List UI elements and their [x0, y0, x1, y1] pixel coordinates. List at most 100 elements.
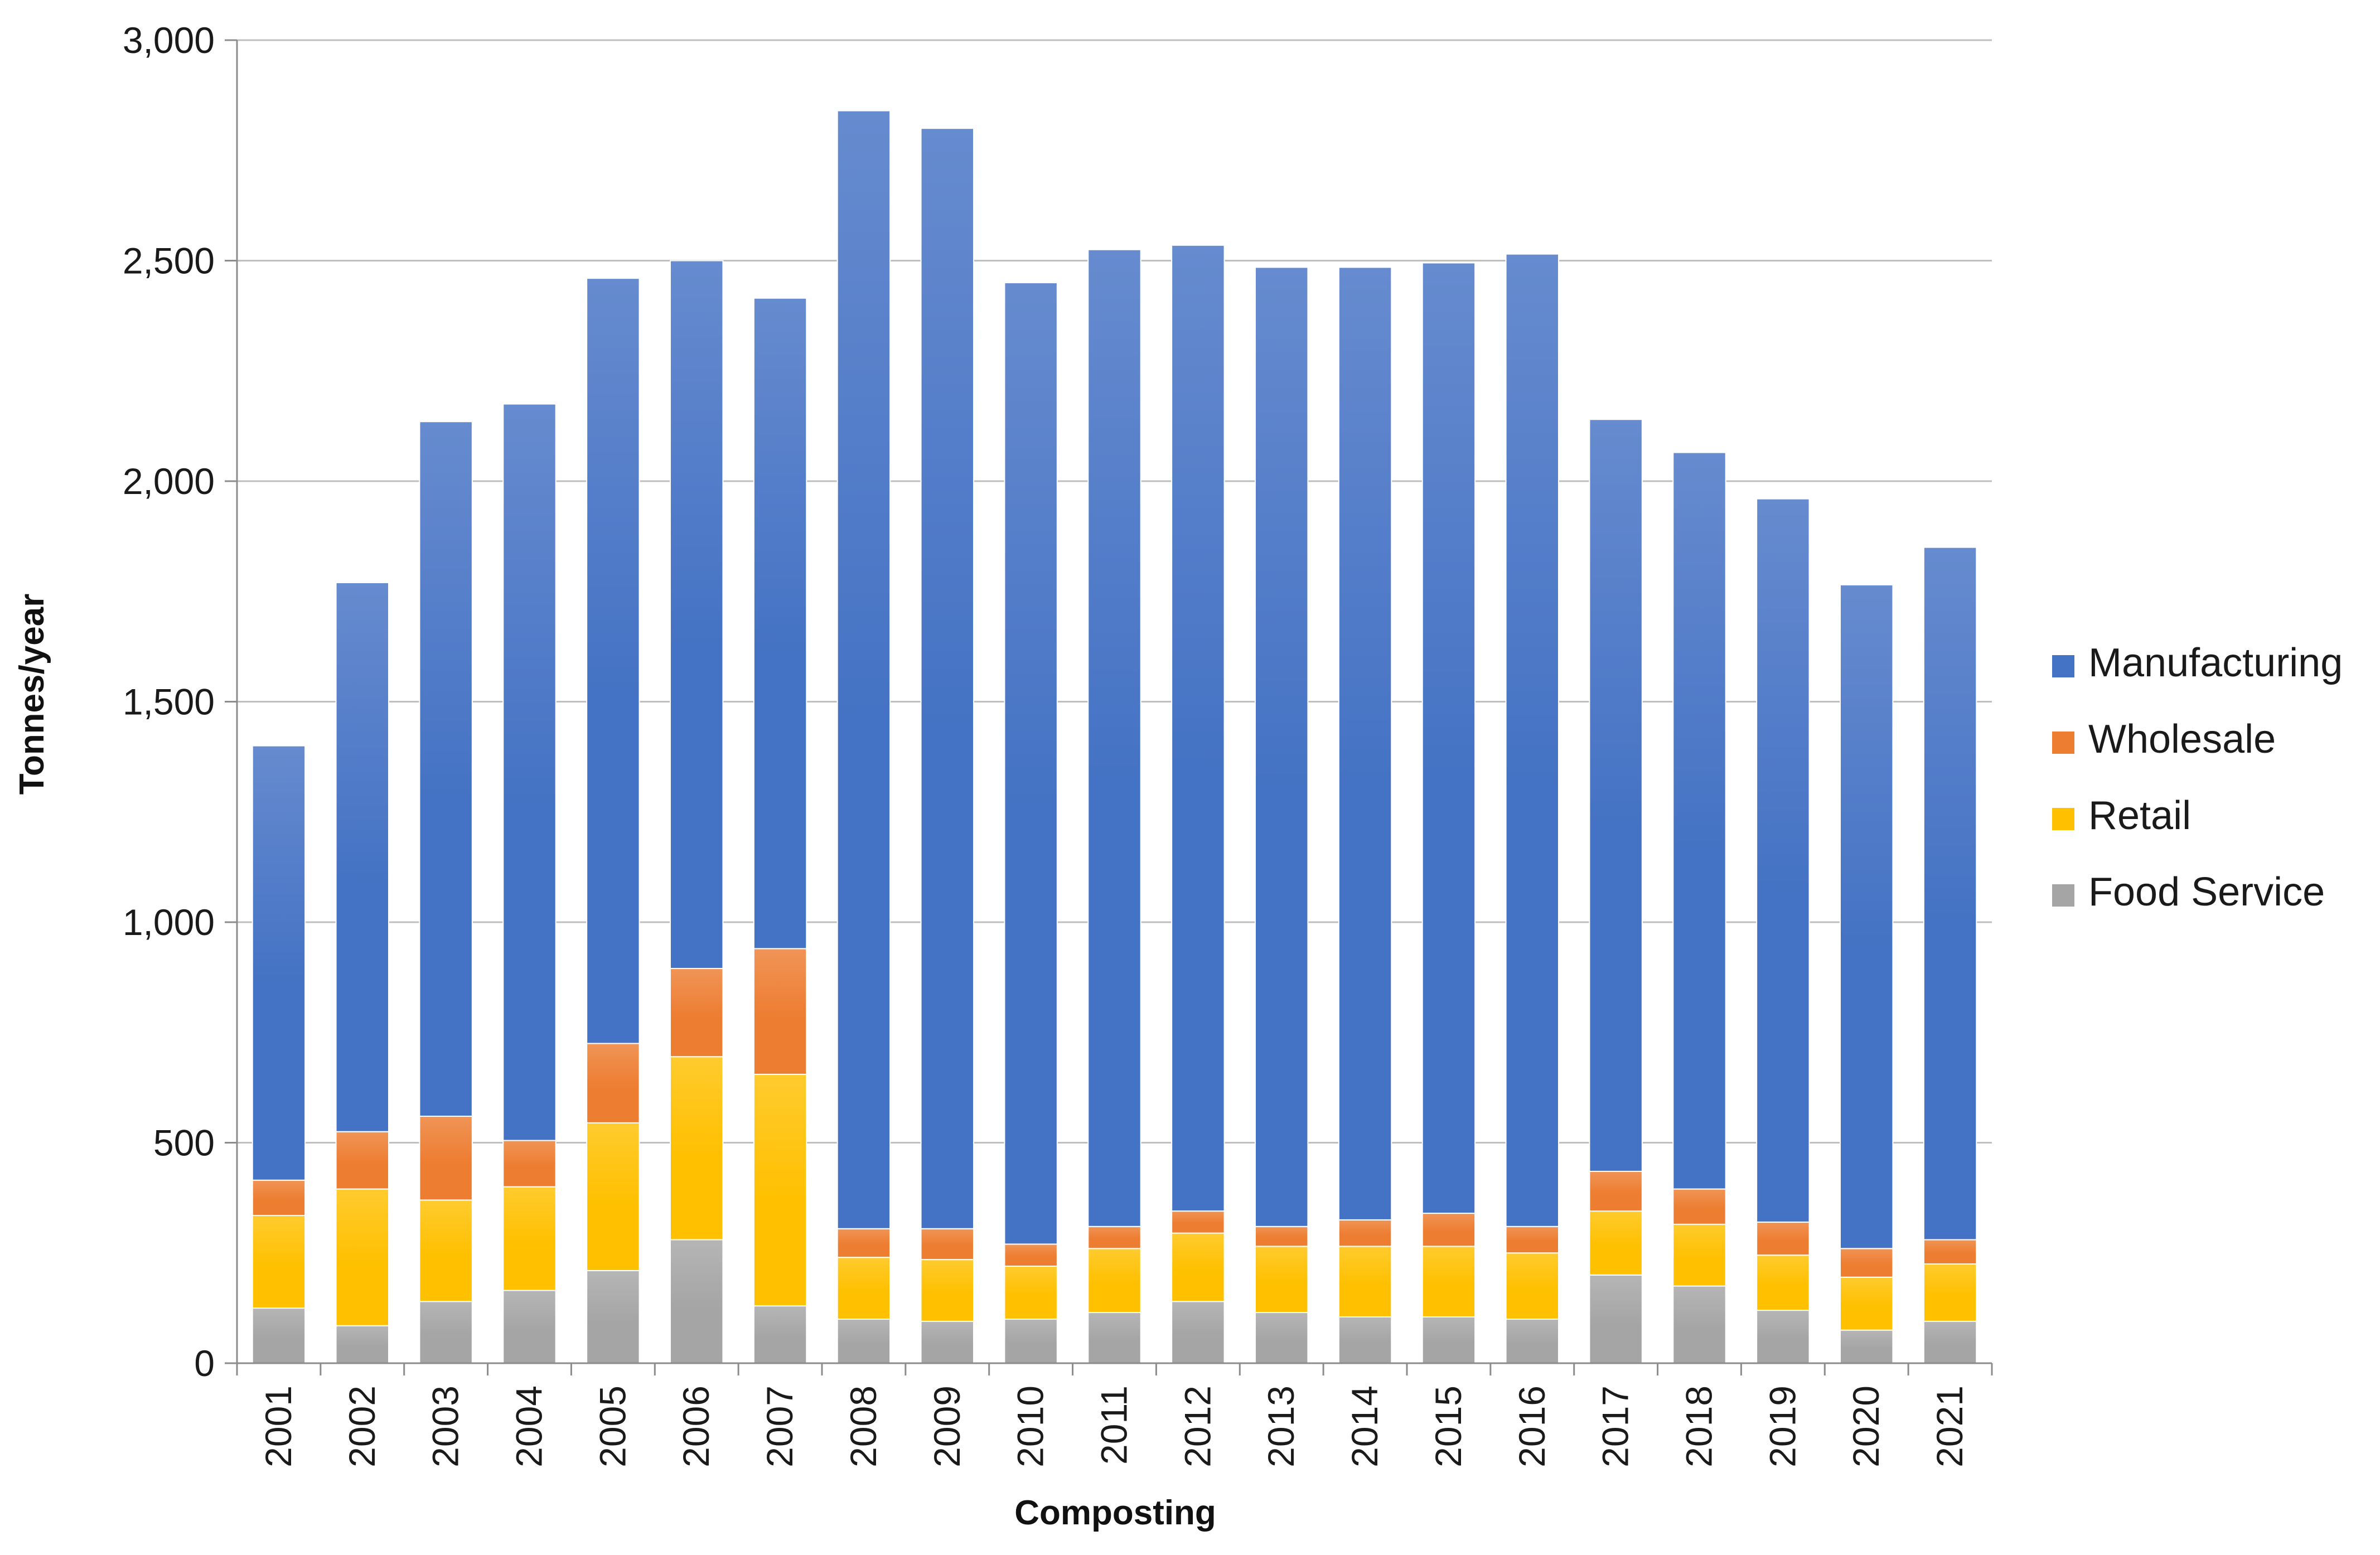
y-tick-label: 0 — [194, 1343, 215, 1384]
bar-retail-2004 — [502, 1186, 557, 1291]
bar-manufacturing-2004 — [502, 403, 557, 1141]
bar-retail-2018 — [1672, 1223, 1726, 1287]
bar-manufacturing-2008 — [836, 110, 891, 1229]
bar-retail-2001 — [251, 1215, 306, 1309]
bar-wholesale-2013 — [1255, 1225, 1309, 1247]
x-tick-label: 2004 — [509, 1386, 550, 1467]
bar-wholesale-2020 — [1840, 1248, 1894, 1278]
bar-food-service-2003 — [419, 1301, 473, 1364]
bar-manufacturing-2011 — [1087, 249, 1141, 1227]
bar-food-service-2010 — [1004, 1318, 1058, 1364]
bar-manufacturing-2009 — [920, 128, 974, 1229]
y-axis-title: Tonnes/year — [13, 594, 51, 795]
bar-food-service-2006 — [670, 1239, 724, 1364]
bar-food-service-2002 — [335, 1325, 389, 1364]
legend-swatch — [2052, 732, 2074, 754]
legend-item-food-service: Food Service — [2052, 870, 2325, 914]
bar-retail-2013 — [1255, 1246, 1309, 1314]
bar-manufacturing-2019 — [1756, 498, 1810, 1223]
bar-manufacturing-2013 — [1255, 267, 1309, 1227]
bar-wholesale-2021 — [1923, 1239, 1977, 1265]
bar-wholesale-2001 — [251, 1179, 306, 1217]
tick-labels: 0 500 1,000 1,500 2,000 2,500 3,000 2001 2002 200… — [123, 20, 1970, 1467]
bar-retail-2003 — [419, 1199, 473, 1302]
x-tick-label: 2010 — [1010, 1386, 1051, 1467]
bar-wholesale-2006 — [670, 968, 724, 1058]
x-tick-label: 2013 — [1260, 1386, 1302, 1467]
bar-food-service-2012 — [1171, 1301, 1225, 1364]
bar-food-service-2008 — [836, 1318, 891, 1364]
bar-wholesale-2017 — [1589, 1170, 1643, 1212]
legend-item-retail: Retail — [2052, 793, 2191, 838]
x-tick-label: 2001 — [258, 1386, 299, 1467]
x-tick-label: 2003 — [425, 1386, 466, 1467]
bar-wholesale-2018 — [1672, 1188, 1726, 1225]
bar-food-service-2016 — [1505, 1318, 1559, 1364]
bar-wholesale-2012 — [1171, 1210, 1225, 1234]
bar-manufacturing-2006 — [670, 260, 724, 970]
bar-wholesale-2005 — [586, 1043, 640, 1123]
bar-food-service-2011 — [1087, 1312, 1141, 1364]
bar-retail-2008 — [836, 1257, 891, 1320]
bar-food-service-2015 — [1421, 1316, 1476, 1364]
legend-item-wholesale: Wholesale — [2052, 717, 2276, 762]
y-tick-label: 500 — [153, 1122, 215, 1164]
bar-retail-2021 — [1923, 1263, 1977, 1322]
bar-food-service-2021 — [1923, 1320, 1977, 1364]
bar-manufacturing-2016 — [1505, 253, 1559, 1227]
x-tick-label: 2006 — [675, 1386, 717, 1467]
bar-manufacturing-2012 — [1171, 244, 1225, 1212]
bar-food-service-2007 — [753, 1305, 807, 1364]
legend-swatch — [2052, 808, 2074, 830]
bar-retail-2002 — [335, 1188, 389, 1326]
bar-wholesale-2011 — [1087, 1225, 1141, 1249]
bar-food-service-2001 — [251, 1307, 306, 1364]
legend-item-manufacturing: Manufacturing — [2052, 641, 2343, 685]
x-tick-label: 2020 — [1845, 1386, 1886, 1467]
y-tick-label: 1,500 — [123, 681, 215, 723]
bar-food-service-2019 — [1756, 1310, 1810, 1364]
bar-manufacturing-2005 — [586, 278, 640, 1044]
bar-retail-2005 — [586, 1122, 640, 1271]
bar-manufacturing-2021 — [1923, 546, 1977, 1241]
x-tick-label: 2005 — [592, 1386, 633, 1467]
bar-manufacturing-2018 — [1672, 452, 1726, 1190]
y-tick-label: 2,000 — [123, 461, 215, 502]
legend-label: Manufacturing — [2088, 641, 2343, 685]
x-tick-label: 2018 — [1678, 1386, 1720, 1467]
bar-wholesale-2014 — [1338, 1219, 1392, 1247]
bar-food-service-2004 — [502, 1290, 557, 1364]
bar-food-service-2013 — [1255, 1312, 1309, 1364]
bar-retail-2016 — [1505, 1252, 1559, 1320]
bar-food-service-2005 — [586, 1270, 640, 1364]
axes — [225, 39, 1993, 1375]
bar-manufacturing-2015 — [1421, 262, 1476, 1214]
bar-wholesale-2015 — [1421, 1213, 1476, 1247]
bar-wholesale-2016 — [1505, 1225, 1559, 1254]
legend-swatch — [2052, 655, 2074, 677]
bar-food-service-2018 — [1672, 1285, 1726, 1364]
bar-food-service-2014 — [1338, 1316, 1392, 1364]
x-tick-label: 2012 — [1177, 1386, 1218, 1467]
x-tick-label: 2002 — [341, 1386, 383, 1467]
legend: Manufacturing Wholesale Retail Food Service — [2052, 641, 2343, 914]
bar-manufacturing-2017 — [1589, 419, 1643, 1172]
bar-manufacturing-2002 — [335, 582, 389, 1132]
legend-label: Retail — [2088, 793, 2191, 838]
bar-wholesale-2003 — [419, 1116, 473, 1201]
bar-retail-2006 — [670, 1056, 724, 1241]
bar-wholesale-2007 — [753, 948, 807, 1075]
y-tick-label: 2,500 — [123, 240, 215, 282]
x-tick-label: 2021 — [1929, 1386, 1970, 1467]
x-axis-title: Composting — [1014, 1494, 1216, 1532]
bar-wholesale-2009 — [920, 1228, 974, 1261]
x-tick-label: 2011 — [1094, 1386, 1135, 1465]
bar-manufacturing-2007 — [753, 297, 807, 950]
bar-retail-2017 — [1589, 1210, 1643, 1276]
bar-wholesale-2008 — [836, 1228, 891, 1258]
x-tick-label: 2009 — [926, 1386, 968, 1467]
bar-food-service-2009 — [920, 1320, 974, 1364]
bar-retail-2011 — [1087, 1248, 1141, 1314]
y-tick-label: 1,000 — [123, 902, 215, 943]
bar-retail-2014 — [1338, 1246, 1392, 1317]
